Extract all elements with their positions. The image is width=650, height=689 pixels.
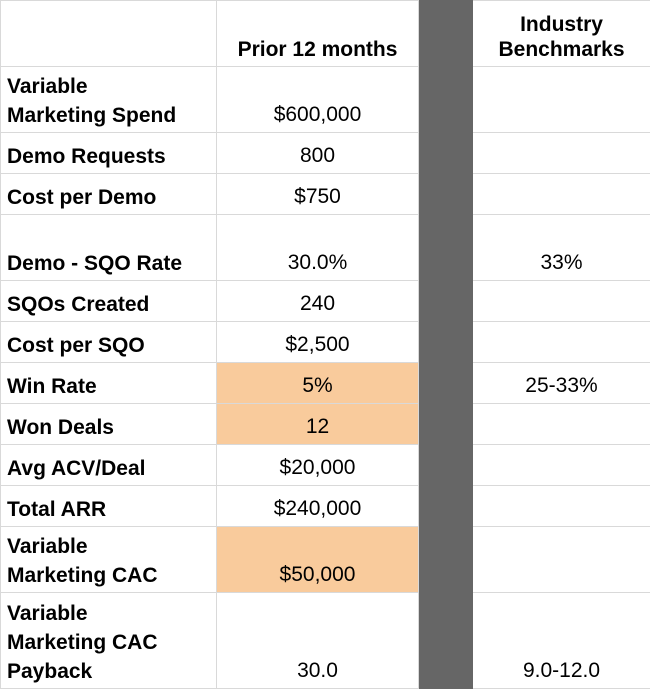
row-value-highlighted: 12 xyxy=(217,404,419,445)
row-benchmark xyxy=(473,322,650,363)
gap-column xyxy=(419,445,473,486)
row-benchmark: 33% xyxy=(473,215,650,281)
row-benchmark xyxy=(473,445,650,486)
row-benchmark xyxy=(473,174,650,215)
row-label: Total ARR xyxy=(1,486,217,527)
table-row: Avg ACV/Deal $20,000 xyxy=(1,445,650,486)
table-row: Total ARR $240,000 xyxy=(1,486,650,527)
gap-column xyxy=(419,215,473,281)
row-benchmark xyxy=(473,404,650,445)
gap-column xyxy=(419,67,473,133)
row-value-highlighted: $50,000 xyxy=(217,527,419,593)
row-value: 800 xyxy=(217,133,419,174)
gap-column xyxy=(419,593,473,689)
row-value-highlighted: 5% xyxy=(217,363,419,404)
row-value: $750 xyxy=(217,174,419,215)
gap-column xyxy=(419,527,473,593)
table-row: Won Deals 12 xyxy=(1,404,650,445)
header-blank-cell xyxy=(1,1,217,67)
table-row: Demo - SQO Rate 30.0% 33% xyxy=(1,215,650,281)
row-value: 30.0% xyxy=(217,215,419,281)
table-row: Cost per Demo $750 xyxy=(1,174,650,215)
row-value: $600,000 xyxy=(217,67,419,133)
table-row: Cost per SQO $2,500 xyxy=(1,322,650,363)
row-benchmark xyxy=(473,133,650,174)
gap-column xyxy=(419,404,473,445)
header-bench-line1: Industry xyxy=(520,13,603,36)
gap-column xyxy=(419,486,473,527)
header-bench-line2: Benchmarks xyxy=(498,38,624,61)
row-benchmark: 9.0-12.0 xyxy=(473,593,650,689)
row-value: $2,500 xyxy=(217,322,419,363)
row-value: 30.0 xyxy=(217,593,419,689)
gap-column xyxy=(419,322,473,363)
gap-column xyxy=(419,281,473,322)
row-label: Demo Requests xyxy=(1,133,217,174)
row-value: $240,000 xyxy=(217,486,419,527)
row-label: SQOs Created xyxy=(1,281,217,322)
row-benchmark xyxy=(473,281,650,322)
row-benchmark xyxy=(473,527,650,593)
row-label: Cost per SQO xyxy=(1,322,217,363)
row-benchmark xyxy=(473,486,650,527)
row-benchmark: 25-33% xyxy=(473,363,650,404)
row-label: Won Deals xyxy=(1,404,217,445)
gap-column xyxy=(419,1,473,67)
row-benchmark xyxy=(473,67,650,133)
row-label: Demo - SQO Rate xyxy=(1,215,217,281)
row-label: Avg ACV/Deal xyxy=(1,445,217,486)
gap-column xyxy=(419,133,473,174)
row-value: 240 xyxy=(217,281,419,322)
table-row: Demo Requests 800 xyxy=(1,133,650,174)
header-prior-12-months: Prior 12 months xyxy=(217,1,419,67)
row-value: $20,000 xyxy=(217,445,419,486)
row-label: Cost per Demo xyxy=(1,174,217,215)
gap-column xyxy=(419,363,473,404)
gap-column xyxy=(419,174,473,215)
row-label: Win Rate xyxy=(1,363,217,404)
table-row: Win Rate 5% 25-33% xyxy=(1,363,650,404)
table-row: SQOs Created 240 xyxy=(1,281,650,322)
